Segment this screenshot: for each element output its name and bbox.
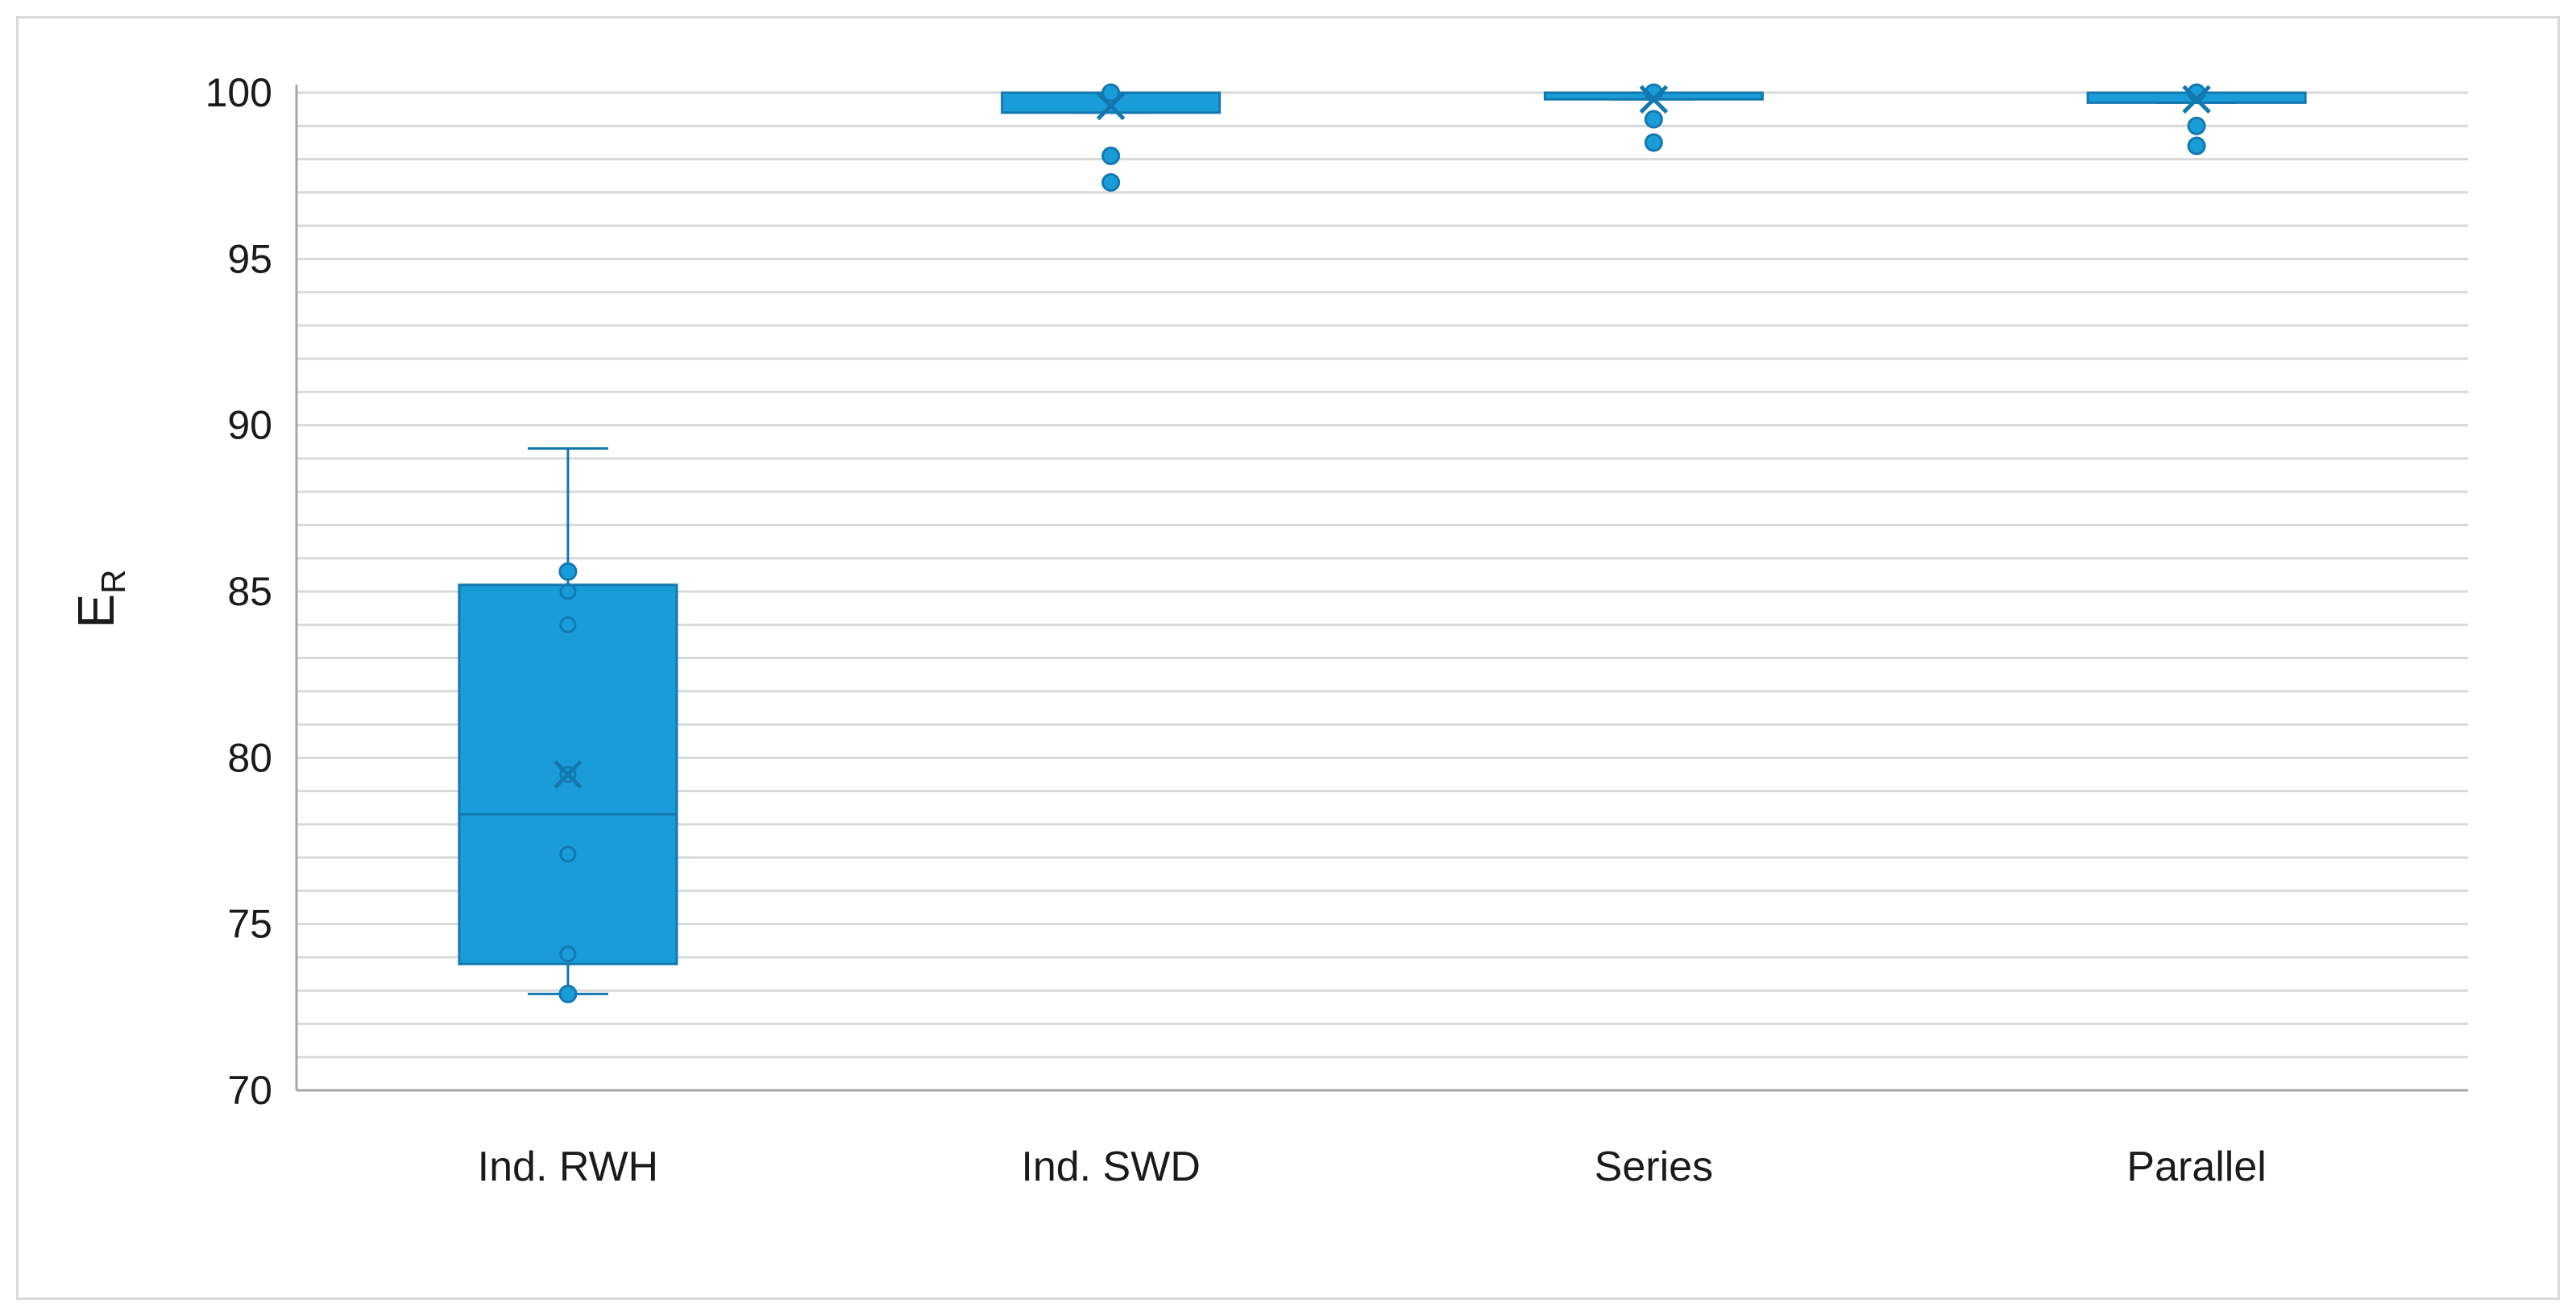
- y-tick-label: 100: [205, 70, 272, 115]
- outlier-point: [2187, 136, 2206, 156]
- y-tick-label: 80: [227, 735, 272, 780]
- axes: [295, 85, 2468, 1092]
- outlier-point: [2187, 116, 2206, 135]
- mean-marker: [1096, 91, 1126, 121]
- outlier-point: [1101, 172, 1121, 192]
- box-group: [2086, 83, 2307, 156]
- mean-marker: [1639, 85, 1669, 114]
- mean-marker: [2182, 85, 2211, 114]
- box-group: [458, 447, 678, 1003]
- data-point: [559, 583, 577, 600]
- data-point: [559, 845, 577, 863]
- y-axis-label-main: E: [67, 594, 125, 629]
- y-tick-label: 70: [227, 1068, 272, 1113]
- data-point: [559, 766, 577, 783]
- outlier-point: [1644, 110, 1663, 129]
- outlier-point: [1101, 83, 1121, 102]
- mean-marker: [554, 760, 583, 789]
- box-group: [1001, 83, 1222, 192]
- y-tick-label: 90: [227, 403, 272, 448]
- outlier-point: [558, 562, 578, 581]
- y-axis-label: ER: [67, 569, 132, 628]
- y-tick-label: 75: [227, 902, 272, 947]
- box-plot-chart: 70 75 80 85 90 95 100 Ind. RWH Ind. SWD Series Pa…: [67, 70, 2468, 1190]
- x-category-label: Series: [1595, 1144, 1713, 1190]
- data-point: [559, 616, 577, 633]
- boxes: [458, 83, 2307, 1003]
- data-point: [559, 945, 577, 963]
- box-group: [1543, 83, 1764, 152]
- y-tick-label: 85: [227, 569, 272, 614]
- outlier-point: [1101, 146, 1121, 165]
- x-category-label: Ind. RWH: [478, 1144, 658, 1190]
- y-tick-label: 95: [227, 236, 272, 281]
- x-category-label: Parallel: [2126, 1144, 2266, 1190]
- chart-frame: 70 75 80 85 90 95 100 Ind. RWH Ind. SWD Series Pa…: [16, 16, 2560, 1300]
- y-axis-label-subscript: R: [94, 569, 132, 593]
- outlier-point: [558, 984, 578, 1003]
- iqr-box: [1001, 91, 1222, 114]
- y-tick-labels: 70 75 80 85 90 95 100: [205, 70, 272, 1113]
- outlier-point: [1644, 133, 1663, 152]
- x-category-labels: Ind. RWH Ind. SWD Series Parallel: [478, 1144, 2267, 1190]
- x-category-label: Ind. SWD: [1021, 1144, 1201, 1190]
